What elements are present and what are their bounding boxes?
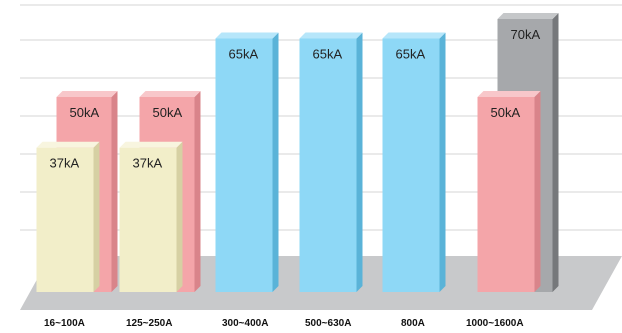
bar-top [477,91,541,97]
bar: 65kA [299,32,363,292]
bar-front [477,97,535,292]
bar-side [194,91,201,292]
bar-front [299,38,357,292]
bar-top [56,91,118,97]
bar-front [382,38,440,292]
category-label: 125~250A [126,318,172,329]
bar-side [272,32,279,292]
bar-front [119,147,177,292]
bar-side [356,32,363,292]
bar: 37kA [36,141,100,292]
bar-top [299,32,363,39]
bar: 37kA [119,141,183,292]
bar-value-label: 37kA [50,156,80,171]
bar-front [215,38,273,292]
bar-side [552,13,559,292]
bar-value-label: 50kA [491,105,521,120]
bar-top [139,91,201,97]
bar-value-label: 65kA [229,47,259,62]
category-label: 1000~1600A [466,318,524,329]
bar-top [119,141,183,148]
bar-value-label: 65kA [396,47,426,62]
bar-side [93,141,100,292]
bar: 50kA [477,91,541,292]
category-label: 16~100A [44,318,85,329]
bar-top [215,32,279,39]
category-label: 500~630A [305,318,351,329]
bar-side [439,32,446,292]
bar-value-label: 50kA [70,105,100,120]
bar-side [111,91,118,292]
bar-front [36,147,94,292]
category-labels: 16~100A 125~250A 300~400A 500~630A 800A 1000~… [44,318,524,329]
bar: 65kA [382,32,446,292]
category-label: 300~400A [222,318,268,329]
bar-side [534,91,541,292]
bar: 65kA [215,32,279,292]
bars: 50kA 50kA 70kA 65kA 65kA 65kA 37kA 37kA 50kA [36,13,559,292]
bar-top [36,141,100,148]
bar-top [382,32,446,39]
bar-value-label: 70kA [511,27,541,42]
category-label: 800A [401,318,425,329]
bar-value-label: 37kA [133,156,163,171]
bar-value-label: 50kA [153,105,183,120]
bar-side [176,141,183,292]
bar-top [497,13,559,19]
bar-value-label: 65kA [313,47,343,62]
